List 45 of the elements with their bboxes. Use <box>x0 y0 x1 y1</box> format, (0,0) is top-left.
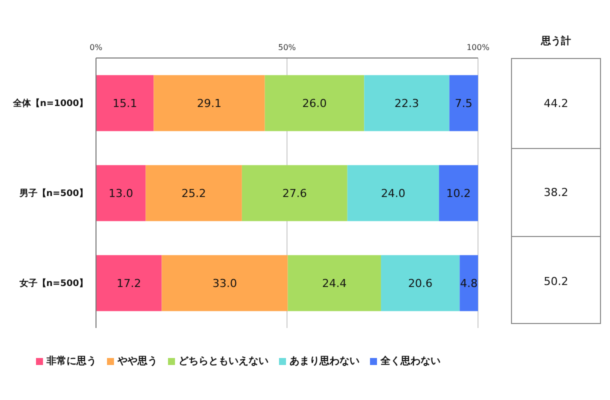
x-tick-label: 100% <box>466 43 490 52</box>
data-label: 22.3 <box>394 97 420 110</box>
bar <box>96 255 162 312</box>
bar <box>449 75 478 132</box>
data-label: 33.0 <box>212 277 237 290</box>
x-tick-label: 50% <box>278 43 296 52</box>
legend-label: やや思う <box>118 356 158 367</box>
bar <box>347 165 440 222</box>
data-label: 27.6 <box>282 187 307 200</box>
legend-label: あまり思わない <box>290 356 360 367</box>
bar <box>460 255 478 312</box>
legend-label: 非常に思う <box>46 356 96 367</box>
text: 38.2 <box>544 186 568 199</box>
legend-label: 全く思わない <box>380 356 440 367</box>
bar <box>264 75 364 132</box>
data-label: 13.0 <box>108 187 134 200</box>
data-label: 24.4 <box>322 277 347 290</box>
bar <box>364 75 450 132</box>
bar <box>96 165 146 222</box>
text: 思う計 <box>540 34 572 48</box>
bar <box>146 165 242 222</box>
bar <box>439 165 478 222</box>
bar <box>380 255 460 312</box>
x-tick-label: 0% <box>90 43 103 52</box>
y-tick-label: 男子【n=500】 <box>18 188 88 200</box>
legend-label: どちらともいえない <box>178 356 268 367</box>
data-label: 7.5 <box>454 97 472 110</box>
bar <box>96 75 154 132</box>
data-label: 24.0 <box>380 187 406 200</box>
data-label: 17.2 <box>116 277 142 290</box>
data-label: 25.2 <box>182 187 206 200</box>
text: 44.2 <box>544 96 568 110</box>
data-label: 29.1 <box>197 97 222 110</box>
data-label: 15.1 <box>112 97 138 110</box>
y-tick-label: 女子【n=500】 <box>18 278 88 290</box>
text: 50.2 <box>544 274 568 288</box>
data-label: 4.8 <box>460 277 478 290</box>
bar <box>288 255 381 312</box>
data-label: 20.6 <box>408 277 433 290</box>
bar <box>242 165 348 222</box>
bar <box>154 75 265 132</box>
y-tick-label: 全体【n=1000】 <box>12 98 88 110</box>
data-label: 10.2 <box>446 187 471 200</box>
bar <box>162 255 288 312</box>
data-label: 26.0 <box>302 97 327 110</box>
